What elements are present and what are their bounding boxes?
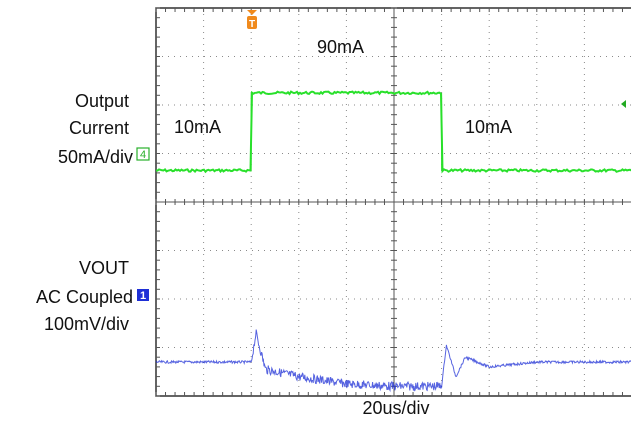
x-axis-scale-label: 20us/div — [362, 398, 429, 418]
svg-text:4: 4 — [140, 149, 146, 161]
trigger-marker-icon: T — [247, 10, 257, 30]
ch4-label-line3: 50mA/div — [58, 147, 133, 167]
svg-text:1: 1 — [140, 290, 146, 302]
annotation-10ma-right: 10mA — [465, 117, 512, 137]
ch1-label-line1: VOUT — [79, 258, 129, 278]
trace-layer — [155, 90, 631, 393]
graticule — [155, 7, 631, 397]
ch4-badge: 4 — [136, 147, 150, 161]
annotation-90ma: 90mA — [317, 37, 364, 57]
ch1-badge: 1 — [137, 289, 149, 302]
annotation-10ma-left: 10mA — [174, 117, 221, 137]
ch4-label-line1: Output — [75, 91, 129, 111]
ch1-label-line2: AC Coupled — [36, 287, 133, 307]
svg-text:T: T — [249, 19, 255, 30]
trace-vout — [155, 329, 631, 393]
ch4-label-line2: Current — [69, 118, 129, 138]
level-arrow-icon — [621, 100, 626, 108]
ch1-label-line3: 100mV/div — [44, 314, 129, 334]
trace-output-current — [155, 90, 631, 174]
